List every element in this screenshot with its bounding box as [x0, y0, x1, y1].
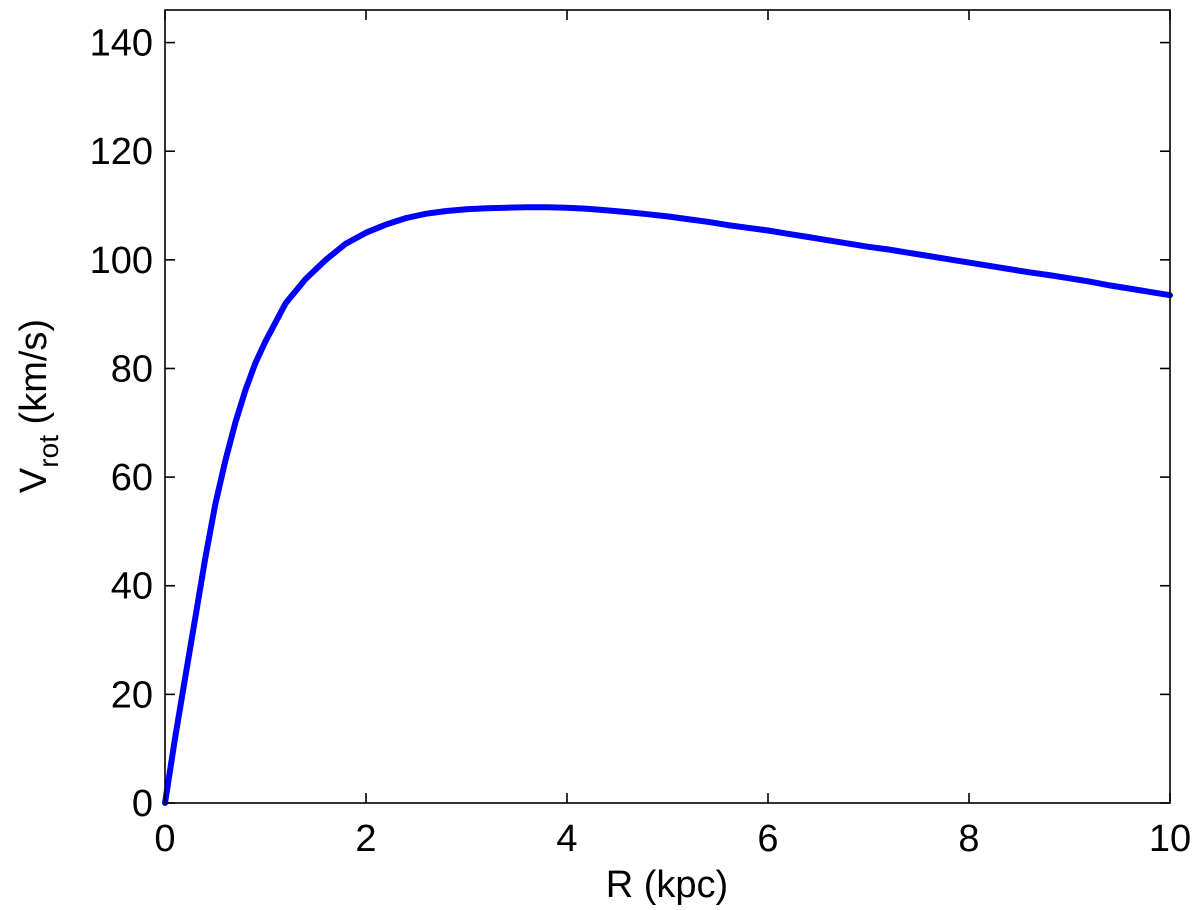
- y-tick-label: 60: [111, 457, 153, 499]
- y-tick-labels: 0 20 40 60 80 100 120 140: [90, 23, 153, 825]
- plot-area: [162, 204, 1173, 806]
- y-axis-label-main: V: [13, 467, 55, 493]
- y-tick-label: 120: [90, 131, 153, 173]
- y-axis-label-unit: (km/s): [13, 319, 55, 435]
- y-tick-label: 100: [90, 240, 153, 282]
- series-line-vrot: [162, 204, 1173, 806]
- x-tick-label: 6: [757, 818, 778, 860]
- y-tick-label: 20: [111, 674, 153, 716]
- x-tick-label: 8: [958, 818, 979, 860]
- y-tick-label: 140: [90, 23, 153, 65]
- y-tick-label: 40: [111, 566, 153, 608]
- x-axis-label: R (kpc): [606, 864, 728, 906]
- y-tick-label: 0: [132, 783, 153, 825]
- x-tick-label: 0: [154, 818, 175, 860]
- y-tick-label: 80: [111, 348, 153, 390]
- x-tick-labels: 0 2 4 6 8 10: [154, 818, 1191, 860]
- x-tick-label: 10: [1149, 818, 1191, 860]
- plot-frame: [164, 9, 1171, 804]
- x-tick-label: 4: [556, 818, 577, 860]
- x-tick-label: 2: [355, 818, 376, 860]
- y-axis-label-subscript: rot: [33, 435, 64, 468]
- y-axis-label: Vrot (km/s): [13, 319, 64, 493]
